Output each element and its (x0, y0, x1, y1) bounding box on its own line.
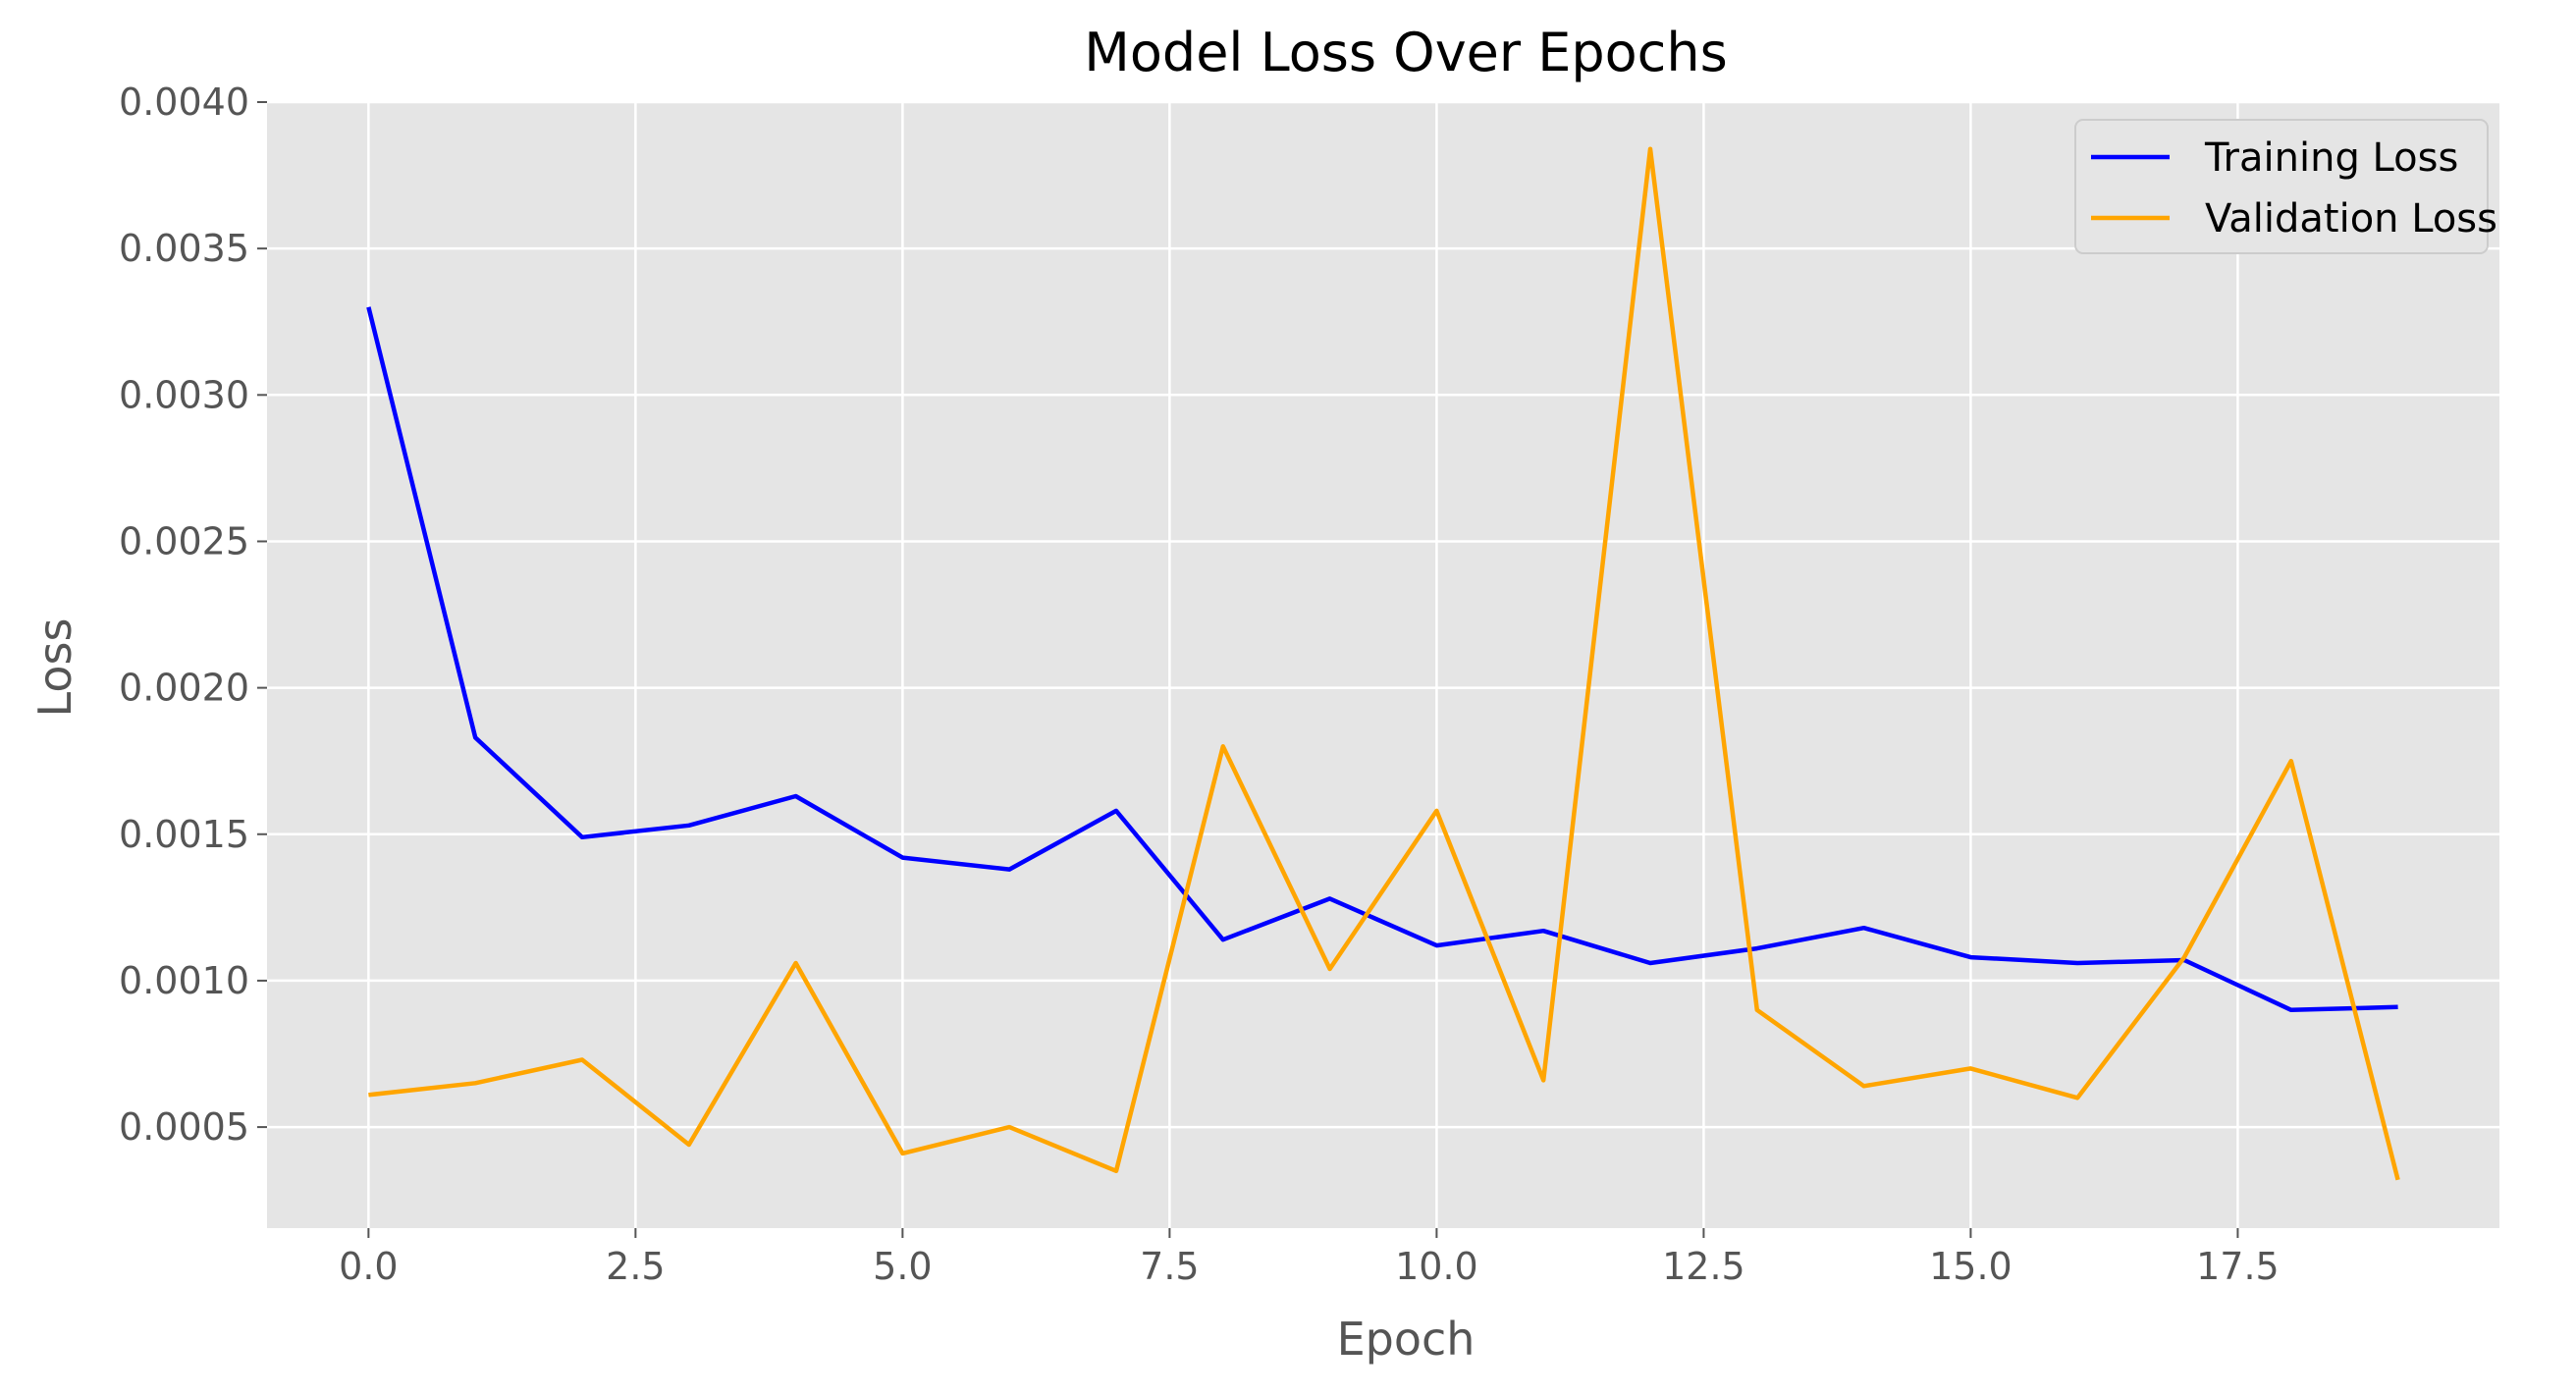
legend-box (2074, 119, 2489, 254)
legend: Training Loss Validation Loss (2074, 119, 2497, 254)
legend-label: Validation Loss (2205, 196, 2497, 241)
grid-lines (267, 100, 2499, 1228)
series-line-validation-loss (368, 146, 2400, 1181)
x-tick-label: 10.0 (1395, 1245, 1478, 1288)
x-tick-label: 12.5 (1662, 1245, 1745, 1288)
y-tick-label: 0.0020 (119, 667, 249, 710)
plot-background (267, 102, 2499, 1228)
chart-title: Model Loss Over Epochs (1084, 22, 1727, 83)
y-tick-label: 0.0015 (119, 813, 249, 856)
y-tick-label: 0.0035 (119, 227, 249, 270)
x-tick-label: 15.0 (1929, 1245, 2012, 1288)
y-tick-label: 0.0005 (119, 1105, 249, 1149)
x-tick-label: 17.5 (2196, 1245, 2280, 1288)
y-tick-label: 0.0040 (119, 80, 249, 124)
series-line-training-loss (366, 306, 2398, 1013)
x-tick-label: 5.0 (873, 1245, 932, 1288)
x-tick-label: 0.0 (339, 1245, 398, 1288)
y-tick-label: 0.0025 (119, 519, 249, 563)
legend-label: Training Loss (2204, 135, 2458, 181)
y-tick-label: 0.0010 (119, 959, 249, 1002)
x-axis-label: Epoch (1337, 1313, 1476, 1366)
x-tick-labels: 0.0 2.5 5.0 7.5 10.0 12.5 15.0 17.5 (339, 1228, 2280, 1288)
y-tick-label: 0.0030 (119, 373, 249, 416)
x-tick-label: 2.5 (606, 1245, 665, 1288)
series-lines (366, 146, 2400, 1181)
y-axis-label: Loss (28, 618, 81, 718)
y-tick-labels: 0.0005 0.0010 0.0015 0.0020 0.0025 0.0030 0.00… (119, 80, 267, 1149)
x-tick-label: 7.5 (1140, 1245, 1199, 1288)
